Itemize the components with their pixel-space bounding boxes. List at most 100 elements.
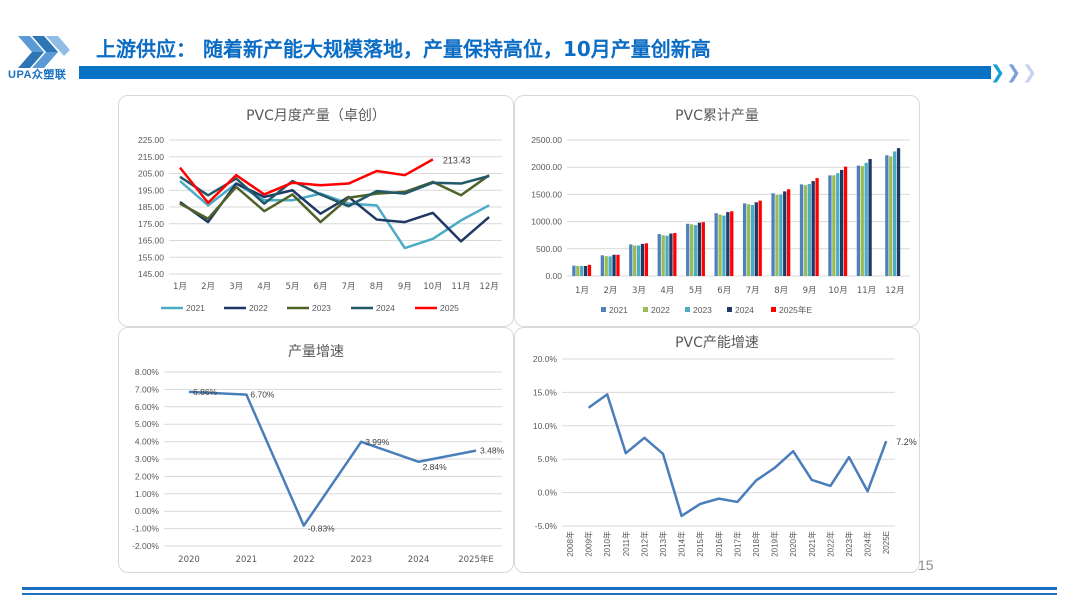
data-label: 7.2% xyxy=(896,437,917,447)
x-tick-label: 2024 xyxy=(408,555,430,565)
series-line xyxy=(179,182,490,243)
y-tick-label: 2.00% xyxy=(135,471,160,481)
y-tick-label: 3.00% xyxy=(135,454,160,464)
x-tick-label: 2月 xyxy=(603,286,617,296)
x-tick-label: 2024年 xyxy=(863,531,873,557)
series-line xyxy=(188,390,477,527)
bar xyxy=(868,159,872,276)
x-tick-label: 10月 xyxy=(828,286,847,296)
bar xyxy=(889,156,893,276)
x-tick-label: 3月 xyxy=(229,282,243,292)
chart-cumulative-output: PVC累计产量 0.00 500.00 1000.00 1500.00 2000.00 25… xyxy=(531,108,910,315)
x-tick-label: 9月 xyxy=(803,286,817,296)
bar xyxy=(697,222,702,276)
y-tick-label: -1.00% xyxy=(132,524,159,534)
y-tick-label: 500.00 xyxy=(536,244,562,254)
x-tick-label: 1月 xyxy=(575,286,589,296)
bar xyxy=(718,214,722,276)
x-tick-label: 2023年 xyxy=(844,531,854,557)
y-tick-label: 195.00 xyxy=(138,185,164,195)
legend-swatch xyxy=(771,307,776,312)
page-number: 15 xyxy=(918,557,934,573)
y-tick-label: 1.00% xyxy=(135,489,160,499)
chart-monthly-output: PVC月度产量（卓创） 145.00 155.00 165.00 175.00 185.0… xyxy=(138,108,502,313)
chart-card-cumulative-output: PVC累计产量 0.00 500.00 1000.00 1500.00 2000.00 25… xyxy=(514,95,920,327)
x-tick-label: 2013年 xyxy=(658,531,668,557)
series-line xyxy=(179,158,434,205)
y-tick-label: 0.0% xyxy=(538,488,558,498)
bar xyxy=(722,215,726,276)
x-tick-label: 1月 xyxy=(173,282,187,292)
data-label: 6.86% xyxy=(193,387,218,397)
chart-card-output-growth: 产量增速 -2.00% -1.00% 0.00% 1.00% 2.00% 3.00% 4.00… xyxy=(118,327,514,573)
x-tick-label: 3月 xyxy=(632,286,646,296)
legend-label: 2022 xyxy=(651,305,670,315)
chart-card-capacity-growth: PVC产能增速 -5.0% 0.0% 5.0% 10.0% 15.0% 20.0% 2008年… xyxy=(514,327,920,573)
x-tick-label: 11月 xyxy=(857,286,876,296)
y-tick-label: 165.00 xyxy=(138,236,164,246)
upa-logo-icon xyxy=(18,36,70,68)
title-bar xyxy=(79,66,991,79)
chart-title: PVC月度产量（卓创） xyxy=(246,108,386,124)
footer-line xyxy=(22,587,1057,590)
y-tick-label: 185.00 xyxy=(138,202,164,212)
y-tick-label: 145.00 xyxy=(138,269,164,279)
bar xyxy=(750,205,755,276)
chart-title: PVC累计产量 xyxy=(675,108,759,124)
bar xyxy=(815,178,819,276)
legend-label: 2025年E xyxy=(779,305,812,315)
bar xyxy=(689,224,694,276)
chart-card-monthly-output: PVC月度产量（卓创） 145.00 155.00 165.00 175.00 185.0… xyxy=(118,95,514,327)
bar xyxy=(636,245,641,276)
y-tick-label: 175.00 xyxy=(138,219,164,229)
y-tick-label: -2.00% xyxy=(132,541,159,551)
legend-swatch xyxy=(643,307,648,312)
bar xyxy=(775,194,779,276)
bar xyxy=(701,222,705,276)
y-tick-label: 6.00% xyxy=(135,402,160,412)
bar xyxy=(783,191,787,276)
x-tick-label: 11月 xyxy=(451,282,470,292)
y-tick-label: 5.0% xyxy=(538,454,558,464)
bar xyxy=(885,155,889,276)
data-label: 3.99% xyxy=(365,437,390,447)
bar xyxy=(608,256,612,276)
x-tick-label: 2020年 xyxy=(788,531,798,557)
legend-label: 2025 xyxy=(440,303,459,313)
bar xyxy=(633,245,637,276)
data-label: 2.84% xyxy=(423,462,448,472)
x-tick-label: 2月 xyxy=(201,282,215,292)
bar xyxy=(657,234,661,276)
bar xyxy=(779,194,783,276)
x-tick-label: 2010年 xyxy=(602,531,612,557)
legend-label: 2023 xyxy=(693,305,712,315)
bar xyxy=(811,181,815,276)
bar xyxy=(665,235,669,276)
bar xyxy=(669,233,673,276)
y-tick-label: 15.0% xyxy=(533,387,558,397)
series-line xyxy=(179,180,490,250)
data-label: 6.70% xyxy=(250,390,275,400)
y-tick-label: 20.0% xyxy=(533,354,558,364)
data-label: -0.83% xyxy=(308,524,335,534)
bar xyxy=(754,202,758,276)
y-tick-label: 0.00% xyxy=(135,506,160,516)
y-tick-label: 7.00% xyxy=(135,384,160,394)
chart-capacity-growth: PVC产能增速 -5.0% 0.0% 5.0% 10.0% 15.0% 20.0% 2008年… xyxy=(533,335,917,557)
x-tick-label: 2016年 xyxy=(714,531,724,557)
x-tick-label: 5月 xyxy=(689,286,703,296)
bar xyxy=(836,173,840,276)
x-tick-label: 8月 xyxy=(774,286,788,296)
x-tick-label: 2025E xyxy=(882,531,891,554)
y-tick-label: 225.00 xyxy=(138,135,164,145)
bar xyxy=(673,233,677,276)
bar xyxy=(600,255,604,276)
y-tick-label: 205.00 xyxy=(138,169,164,179)
bar xyxy=(604,256,608,276)
bar xyxy=(803,185,808,276)
bar xyxy=(572,265,576,276)
y-tick-label: 2000.00 xyxy=(531,162,562,172)
bar xyxy=(714,213,718,276)
bar xyxy=(771,193,775,276)
